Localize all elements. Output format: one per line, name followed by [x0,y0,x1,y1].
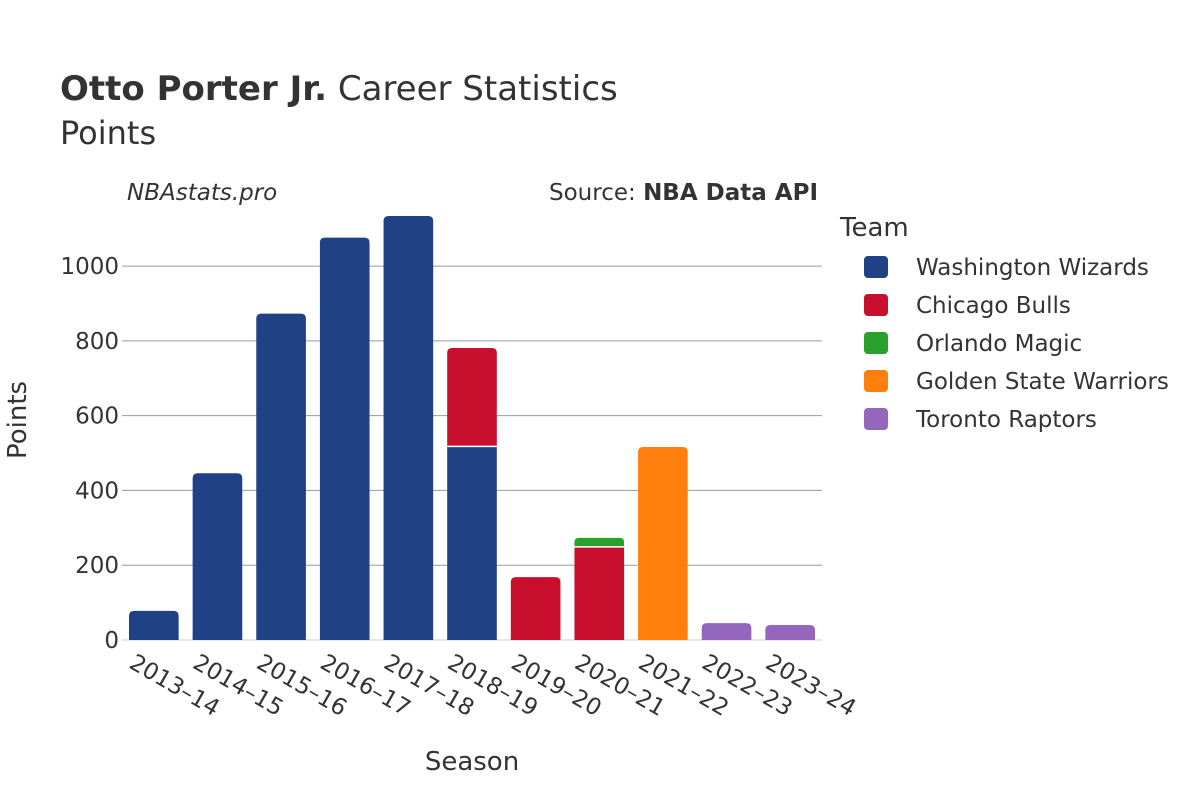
y-tick-label: 800 [75,329,119,355]
x-axis-title: Season [425,747,519,777]
watermark-text: NBAstats.pro [127,180,277,206]
chart-title-player: Otto Porter Jr. [60,69,327,109]
bar-segment[interactable] [638,447,688,640]
bar-segment[interactable] [510,577,561,640]
x-axis-ticks: 2013–142014–152015–162016–172017–182018–… [125,650,860,722]
y-axis-ticks: 0 200 400 600 800 1000 [60,254,119,654]
y-axis-title: Points [3,381,33,459]
legend: Team Washington Wizards Chicago Bulls Orla… [839,213,1169,433]
legend-label: Orlando Magic [916,331,1082,357]
legend-swatch [864,294,888,316]
source-name: NBA Data API [643,180,818,206]
y-tick-label: 200 [75,553,119,579]
legend-swatch [864,370,888,392]
bar-segment[interactable] [765,625,815,640]
chart-title: Otto Porter Jr. Career Statistics [60,69,618,109]
legend-items: Washington Wizards Chicago Bulls Orlando M… [864,255,1169,433]
legend-label: Chicago Bulls [916,293,1071,319]
bar-segment[interactable] [574,546,625,640]
legend-swatch [864,332,888,354]
legend-label: Washington Wizards [916,255,1149,281]
y-tick-label: 0 [104,628,119,654]
y-tick-label: 600 [75,404,119,430]
source-prefix: Source: [549,180,643,206]
bar-segment[interactable] [701,623,752,640]
bar-segment[interactable] [383,215,434,640]
bar-segment[interactable] [192,473,243,640]
source-text: Source: NBA Data API [549,180,818,206]
legend-item[interactable]: Chicago Bulls [864,293,1071,319]
legend-item[interactable]: Golden State Warriors [864,369,1169,395]
chart-title-rest: Career Statistics [327,69,618,109]
legend-swatch [864,256,888,278]
legend-swatch [864,408,888,430]
bar-segment[interactable] [256,313,306,640]
legend-title: Team [839,213,909,243]
y-tick-label: 400 [75,478,119,504]
legend-item[interactable]: Orlando Magic [864,331,1082,357]
legend-label: Golden State Warriors [916,369,1169,395]
bar-segment[interactable] [447,446,497,640]
bar-segment[interactable] [447,347,497,447]
y-tick-label: 1000 [60,254,119,280]
bar-segment[interactable] [129,610,179,640]
legend-item[interactable]: Washington Wizards [864,255,1149,281]
bars [129,215,815,641]
legend-label: Toronto Raptors [915,407,1097,433]
bar-segment[interactable] [319,237,370,641]
legend-item[interactable]: Toronto Raptors [864,407,1097,433]
chart-subtitle: Points [60,114,156,152]
bar-segment[interactable] [574,537,625,547]
